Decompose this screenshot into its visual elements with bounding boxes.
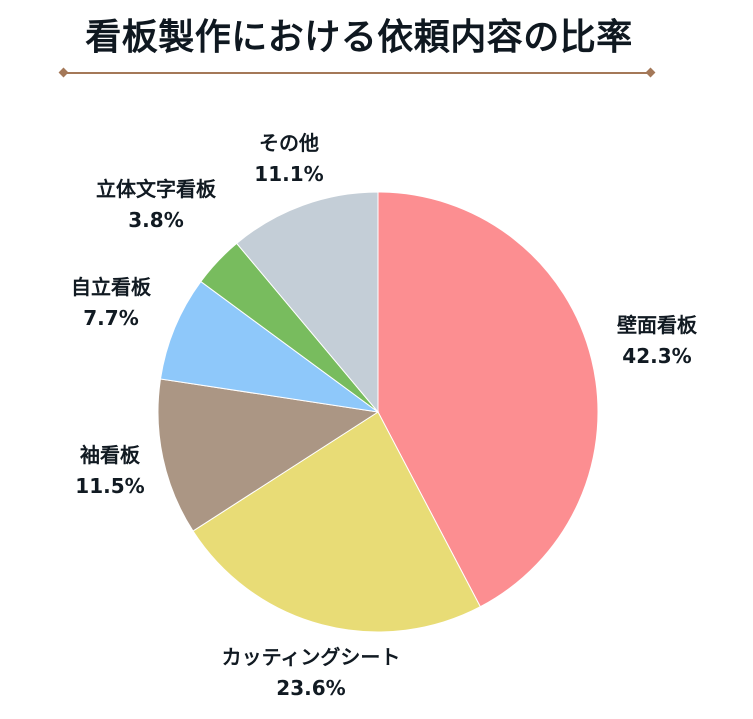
slice-label-name: 壁面看板	[617, 313, 697, 337]
slice-label-name: その他	[258, 131, 319, 155]
chart-title: 看板製作における依頼内容の比率	[85, 17, 633, 58]
slice-label-percent: 7.7%	[83, 306, 139, 330]
pie-slice	[159, 280, 379, 413]
slice-label: その他 11.1%	[254, 128, 323, 190]
pie-slice	[157, 378, 380, 532]
slice-label-percent: 42.3%	[622, 344, 692, 368]
slice-label: 壁面看板 42.3%	[617, 310, 697, 372]
slice-label-name: 自立看板	[71, 275, 151, 299]
slice-label: 自立看板 7.7%	[71, 272, 151, 334]
pie-slice	[377, 191, 599, 608]
slice-label-percent: 11.1%	[254, 162, 324, 186]
slice-label: カッティングシート 23.6%	[222, 642, 401, 704]
pie-slice	[235, 191, 379, 414]
slice-label-name: 立体文字看板	[96, 177, 216, 201]
slice-label-percent: 11.5%	[75, 474, 145, 498]
pie-slice	[192, 411, 482, 633]
slice-label: 袖看板 11.5%	[75, 440, 144, 502]
slice-label-name: カッティングシート	[221, 645, 401, 669]
title-divider	[63, 72, 651, 74]
slice-label-percent: 3.8%	[128, 208, 184, 232]
slice-label-percent: 23.6%	[276, 676, 346, 700]
slice-label-name: 袖看板	[79, 443, 140, 467]
slice-label: 立体文字看板 3.8%	[96, 174, 216, 236]
